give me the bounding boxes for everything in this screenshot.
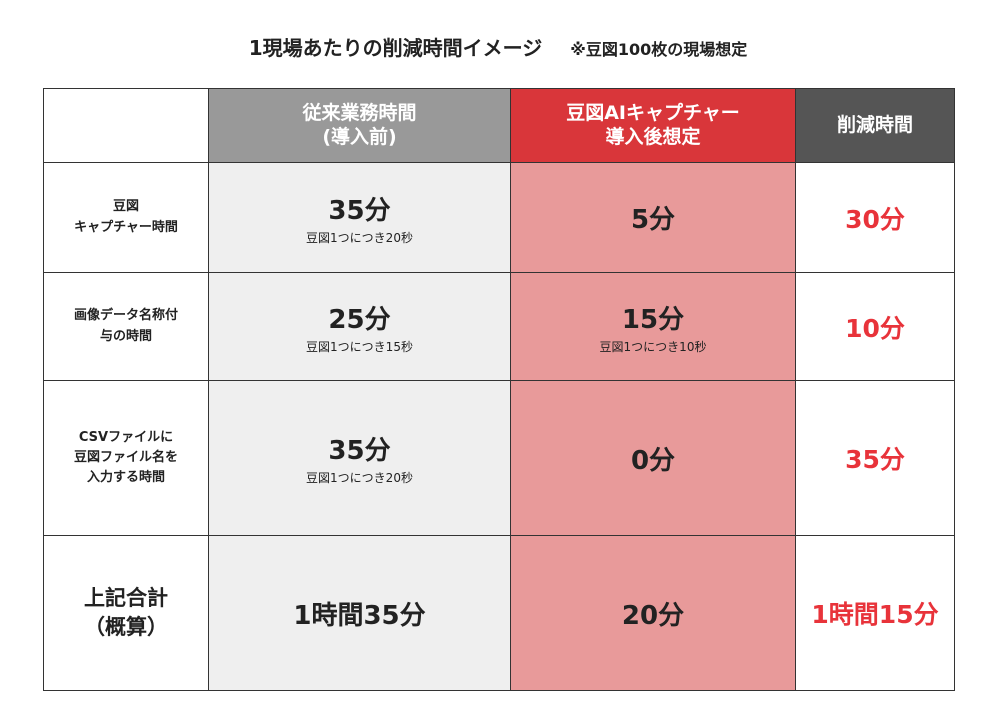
time-value: 0分 [630, 445, 676, 476]
time-note: 豆図1つにつき20秒 [306, 230, 413, 245]
title-bar: 1現場あたりの削減時間イメージ ※豆図100枚の現場想定 [0, 32, 996, 61]
time-note: 豆図1つにつき15秒 [306, 339, 413, 354]
reduction-value: 30分 [845, 204, 905, 234]
comparison-table: 従来業務時間 (導入前) 豆図AIキャプチャー 導入後想定 削減時間 豆図 キャプチャー時間… [43, 88, 955, 691]
note: ※豆図100枚の現場想定 [570, 40, 748, 59]
body-row: 画像データ名称付 与の時間 25分 豆図1つにつき15秒 15分 豆図1つにつき10秒 10… [43, 272, 955, 381]
after-cell: 20分 [510, 535, 796, 691]
after-cell: 15分豆図1つにつき10秒 [510, 272, 796, 381]
body-row: CSVファイルに 豆図ファイル名を 入力する時間 35分 豆図1つにつき20秒 0分 35分 [43, 380, 955, 536]
before-cell: 35分豆図1つにつき20秒 [208, 162, 511, 273]
time-value: 20分 [621, 600, 685, 631]
body-row: 豆図 キャプチャー時間 35分 豆図1つにつき20秒 5分 30分 [43, 162, 955, 273]
reduction-value: 1時間15分 [811, 600, 939, 629]
time-value: 35分 [328, 436, 391, 466]
row-label: 豆図キャプチャー時間 [43, 162, 209, 273]
reduction-value: 35分 [845, 445, 905, 474]
reduction-cell: 30分 [795, 162, 955, 273]
time-note: 豆図1つにつき10秒 [599, 339, 707, 354]
row-label: 上記合計 （概算） [43, 535, 209, 691]
header-text: 導入後想定 [605, 125, 701, 148]
time-value: 1時間35分 [293, 600, 426, 631]
reduction-cell: 35分 [795, 380, 955, 536]
header-text: 削減時間 [836, 113, 913, 136]
header-cell: 豆図AIキャプチャー 導入後想定 [510, 88, 796, 163]
label-text: 上記合計 [84, 585, 168, 610]
row-label: CSVファイルに 豆図ファイル名を 入力する時間 [43, 380, 209, 536]
title: 1現場あたりの削減時間イメージ [248, 36, 543, 60]
header-text: 従来業務時間 [302, 101, 417, 124]
row-label: 画像データ名称付 与の時間 [43, 272, 209, 381]
header-text: 豆図AIキャプチャー [566, 101, 740, 124]
after-cell: 5分 [510, 162, 796, 273]
before-cell: 25分豆図1つにつき15秒 [208, 272, 511, 381]
time-value: 25分 [328, 304, 391, 335]
reduction-cell: 10分 [795, 272, 955, 381]
header-row: 従来業務時間 (導入前) 豆図AIキャプチャー 導入後想定 削減時間 [43, 88, 955, 163]
label-text: 画像データ名称付 [73, 308, 178, 324]
body-row: 上記合計 （概算） 1時間35分 20分 1時間15分 [43, 535, 955, 691]
time-note: 豆図1つにつき20秒 [306, 471, 413, 485]
corner-cell [43, 88, 209, 163]
label-text: 与の時間 [99, 328, 152, 344]
label-text: （概算） [84, 615, 168, 639]
after-cell: 0分 [510, 380, 796, 536]
time-value: 5分 [630, 205, 676, 235]
time-value: 35分 [328, 195, 391, 226]
before-cell: 1時間35分 [208, 535, 511, 691]
header-text: (導入前) [322, 125, 397, 148]
time-value: 15分 [621, 304, 685, 335]
label-text: 豆図 [112, 199, 139, 215]
header-cell: 削減時間 [795, 88, 955, 163]
label-text: キャプチャー時間 [74, 219, 178, 235]
label-text: 豆図ファイル名を [73, 449, 178, 465]
reduction-cell: 1時間15分 [795, 535, 955, 691]
label-text: 入力する時間 [86, 470, 165, 486]
before-cell: 35分豆図1つにつき20秒 [208, 380, 511, 536]
header-cell: 従来業務時間 (導入前) [208, 88, 511, 163]
reduction-value: 10分 [845, 313, 905, 343]
label-text: CSVファイルに [78, 429, 174, 445]
